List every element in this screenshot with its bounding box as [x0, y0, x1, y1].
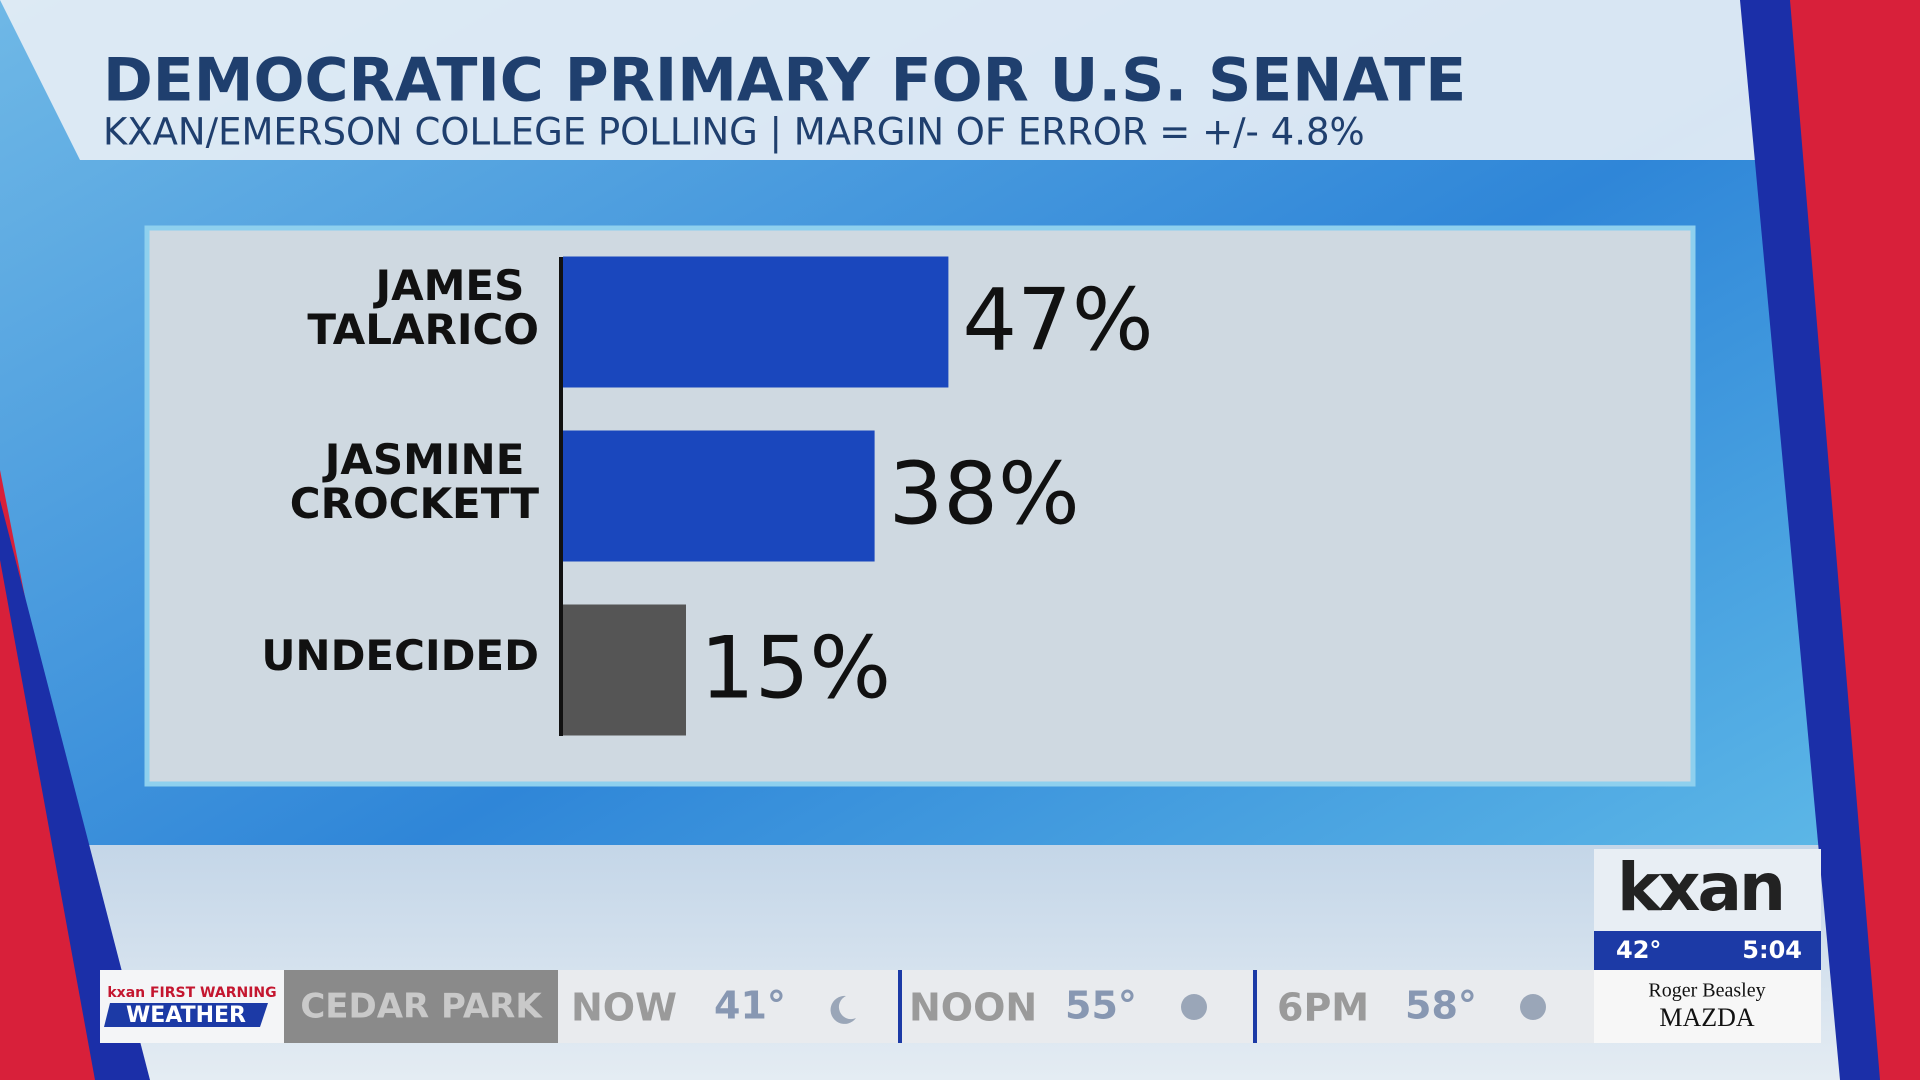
- weather-brand-bg: [104, 1003, 268, 1027]
- slot-temp: 55°: [1065, 984, 1137, 1028]
- bar: [563, 604, 686, 736]
- slot-temp: 58°: [1405, 984, 1477, 1028]
- sun-icon: [1181, 994, 1207, 1020]
- red-stripe-right: [1785, 0, 1920, 1080]
- weather-brand-top: kxan FIRST WARNING: [107, 985, 276, 1001]
- bar: [563, 430, 875, 562]
- station-temp: 42°: [1616, 936, 1661, 964]
- separator: [898, 970, 902, 1043]
- title: DEMOCRATIC PRIMARY FOR U.S. SENATE: [103, 46, 1466, 116]
- slot-temp: 41°: [714, 984, 786, 1028]
- station-logo-box: [1594, 849, 1821, 931]
- sponsor-box: [1594, 970, 1821, 1043]
- slot-label: NOW: [571, 986, 677, 1030]
- value-label: 15%: [700, 618, 891, 718]
- location: CEDAR PARK: [300, 987, 543, 1027]
- sun-icon: [1520, 994, 1546, 1020]
- category-label: JAMES TALARICO: [307, 261, 539, 354]
- blue-stripe-right: [1740, 0, 1880, 1080]
- station-info-bar: [1594, 931, 1821, 970]
- category-label: UNDECIDED: [261, 631, 539, 680]
- separator: [1253, 970, 1257, 1043]
- slot-label: NOON: [909, 986, 1037, 1030]
- header-band: [0, 0, 1765, 160]
- value-label: 38%: [889, 444, 1080, 544]
- value-label: 47%: [962, 270, 1153, 370]
- blue-stripe-left: [0, 500, 150, 1080]
- moon-icon: [830, 995, 856, 1024]
- location-box: [284, 970, 558, 1043]
- chart: 47% JAMES TALARICO 38% JASMINE CROCKETT 15% U…: [261, 256, 1154, 736]
- category-label: JASMINE CROCKETT: [290, 435, 540, 528]
- sponsor-top: Roger Beasley: [1648, 980, 1765, 1002]
- weather-brand: WEATHER: [126, 1003, 246, 1028]
- sponsor: MAZDA: [1659, 1003, 1755, 1032]
- station-time: 5:04: [1742, 936, 1802, 964]
- bar: [563, 256, 949, 388]
- station-logo: kxan: [1617, 849, 1783, 926]
- slot-label: 6PM: [1277, 986, 1369, 1030]
- subtitle: KXAN/EMERSON COLLEGE POLLING | MARGIN OF…: [103, 111, 1365, 154]
